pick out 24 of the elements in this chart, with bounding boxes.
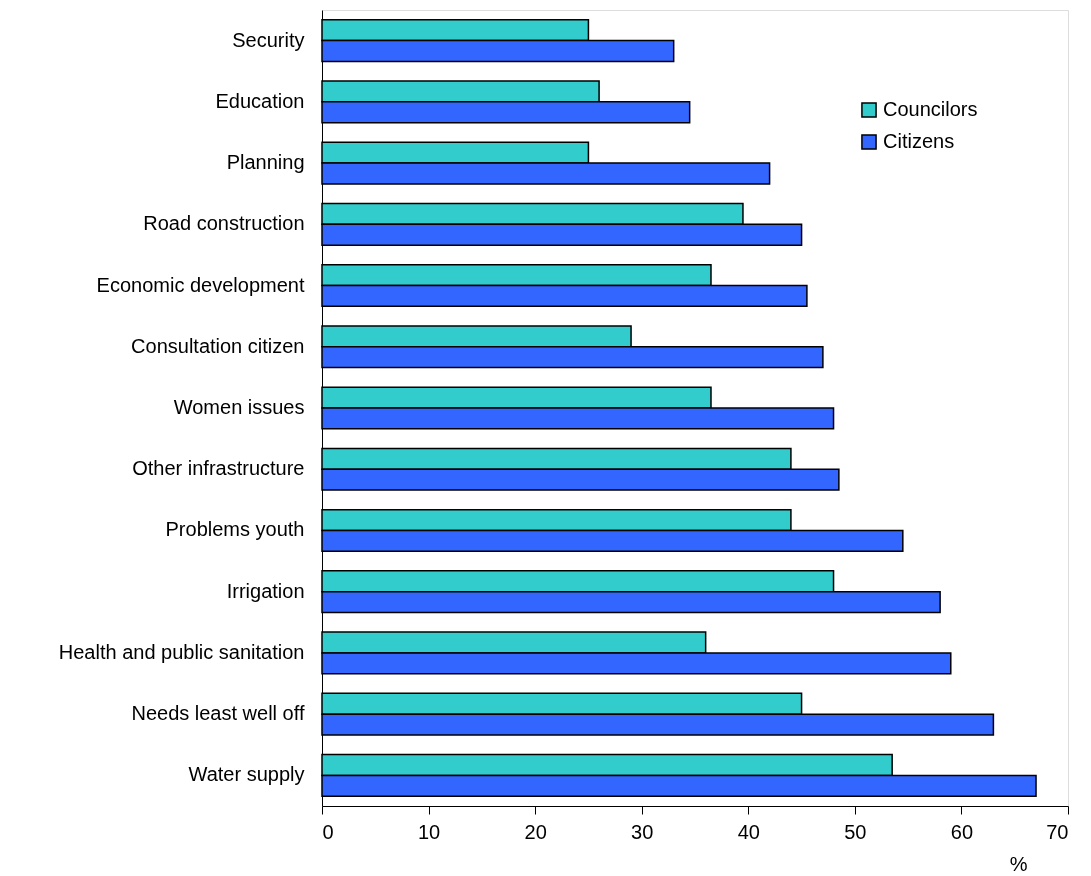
- x-tick-label: 30: [631, 820, 654, 843]
- x-tick-label: 60: [950, 820, 974, 843]
- y-tick-label: Economic development: [96, 273, 305, 296]
- legend-label: Citizens: [883, 130, 955, 152]
- y-tick-label: Irrigation: [226, 579, 305, 602]
- y-tick-label: Education: [215, 89, 305, 112]
- y-tick-label: Health and public sanitation: [58, 640, 305, 663]
- x-tick-label: 50: [844, 820, 867, 843]
- legend-label: Councilors: [883, 98, 978, 120]
- x-tick-label: 20: [524, 820, 547, 843]
- y-tick-label: Water supply: [188, 763, 305, 786]
- y-tick-label: Road construction: [143, 212, 305, 235]
- y-tick-label: Consultation citizen: [131, 334, 305, 357]
- y-tick-label: Needs least well off: [131, 702, 305, 725]
- y-tick-label: Problems youth: [165, 518, 305, 541]
- y-tick-label: Other infrastructure: [132, 457, 305, 480]
- y-tick-label: Women issues: [173, 396, 305, 418]
- x-tick-label: 70: [1046, 820, 1069, 843]
- y-tick-label: Planning: [226, 151, 305, 174]
- y-tick-label: Security: [232, 28, 305, 51]
- x-tick-label: 10: [417, 820, 441, 843]
- x-tick-label: 40: [737, 820, 760, 843]
- x-tick-label: 0: [322, 820, 334, 843]
- x-axis-title: %: [1009, 852, 1028, 875]
